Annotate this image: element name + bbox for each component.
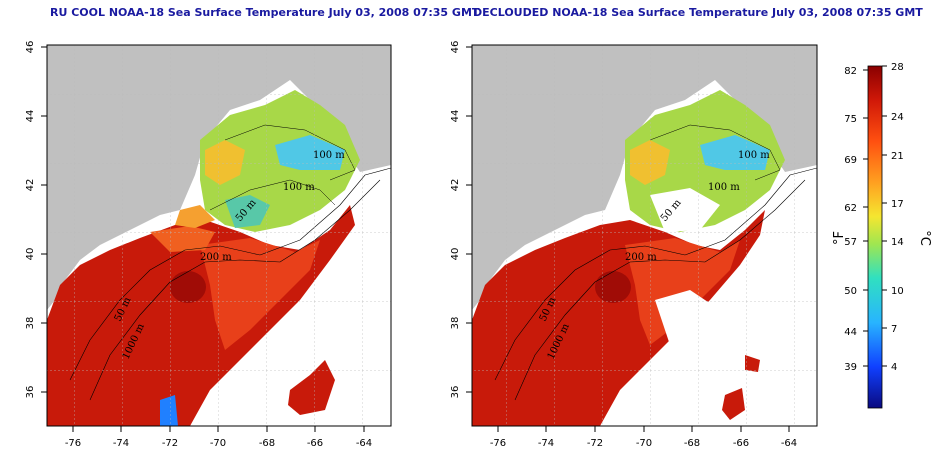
right-contour-label-100m-b: 100 m xyxy=(708,182,740,193)
lon-tick: -66 xyxy=(733,438,749,449)
f-tick: 39 xyxy=(844,362,857,373)
lon-tick: -64 xyxy=(781,438,797,449)
lat-tick: 38 xyxy=(450,317,461,330)
c-tick: 28 xyxy=(891,62,904,73)
c-tick: 21 xyxy=(891,151,904,162)
lon-tick: -76 xyxy=(490,438,506,449)
contour-label-100m-b: 100 m xyxy=(283,182,315,193)
right-map: 100 m 100 m 50 m 200 m 50 m 1000 m xyxy=(471,44,818,427)
right-y-axis: 36 38 40 42 44 46 xyxy=(450,41,472,399)
left-panel-title: RU COOL NOAA-18 Sea Surface Temperature … xyxy=(50,6,480,19)
lon-tick: -68 xyxy=(259,438,275,449)
c-tick: 14 xyxy=(891,237,904,248)
lat-tick: 38 xyxy=(25,317,36,330)
lon-tick: -70 xyxy=(636,438,652,449)
right-panel-title: DECLOUDED NOAA-18 Sea Surface Temperatur… xyxy=(473,6,923,19)
lat-tick: 40 xyxy=(25,248,36,261)
lat-tick: 46 xyxy=(25,41,36,54)
f-tick: 57 xyxy=(844,237,857,248)
lon-tick: -70 xyxy=(210,438,226,449)
left-y-axis: 36 38 40 42 44 46 xyxy=(25,41,47,399)
c-tick: 7 xyxy=(891,324,897,335)
f-tick: 69 xyxy=(844,155,857,166)
lon-tick: -74 xyxy=(113,438,129,449)
lat-tick: 46 xyxy=(450,41,461,54)
right-x-axis: -76 -74 -72 -70 -68 -66 -64 xyxy=(490,426,797,449)
lon-tick: -68 xyxy=(684,438,700,449)
c-tick: 4 xyxy=(891,362,897,373)
f-tick: 50 xyxy=(844,286,857,297)
right-contour-label-100m-a: 100 m xyxy=(738,150,770,161)
f-tick: 82 xyxy=(844,66,857,77)
lon-tick: -74 xyxy=(538,438,554,449)
lat-tick: 40 xyxy=(450,248,461,261)
lon-tick: -64 xyxy=(356,438,372,449)
lat-tick: 36 xyxy=(25,386,36,399)
lon-tick: -72 xyxy=(162,438,178,449)
celsius-unit: °C xyxy=(917,230,932,246)
c-tick: 24 xyxy=(891,112,904,123)
contour-label-200m: 200 m xyxy=(200,252,232,263)
colorbar: 82 75 69 62 57 50 44 39 28 24 21 17 14 1… xyxy=(832,62,932,409)
lon-tick: -66 xyxy=(307,438,323,449)
left-x-axis: -76 -74 -72 -70 -68 -66 -64 xyxy=(65,426,372,449)
f-tick: 44 xyxy=(844,327,857,338)
left-map: 100 m 100 m 50 m 200 m 50 m 1000 m xyxy=(46,44,392,427)
lon-tick: -76 xyxy=(65,438,81,449)
f-tick: 75 xyxy=(844,114,857,125)
contour-label-100m-a: 100 m xyxy=(313,150,345,161)
lat-tick: 44 xyxy=(25,110,36,123)
fahrenheit-unit: °F xyxy=(832,231,847,245)
c-tick: 10 xyxy=(891,286,904,297)
lat-tick: 36 xyxy=(450,386,461,399)
lat-tick: 44 xyxy=(450,110,461,123)
lat-tick: 42 xyxy=(25,179,36,192)
f-tick: 62 xyxy=(844,203,857,214)
lat-tick: 42 xyxy=(450,179,461,192)
right-contour-label-200m: 200 m xyxy=(625,252,657,263)
c-tick: 17 xyxy=(891,199,904,210)
lon-tick: -72 xyxy=(587,438,603,449)
